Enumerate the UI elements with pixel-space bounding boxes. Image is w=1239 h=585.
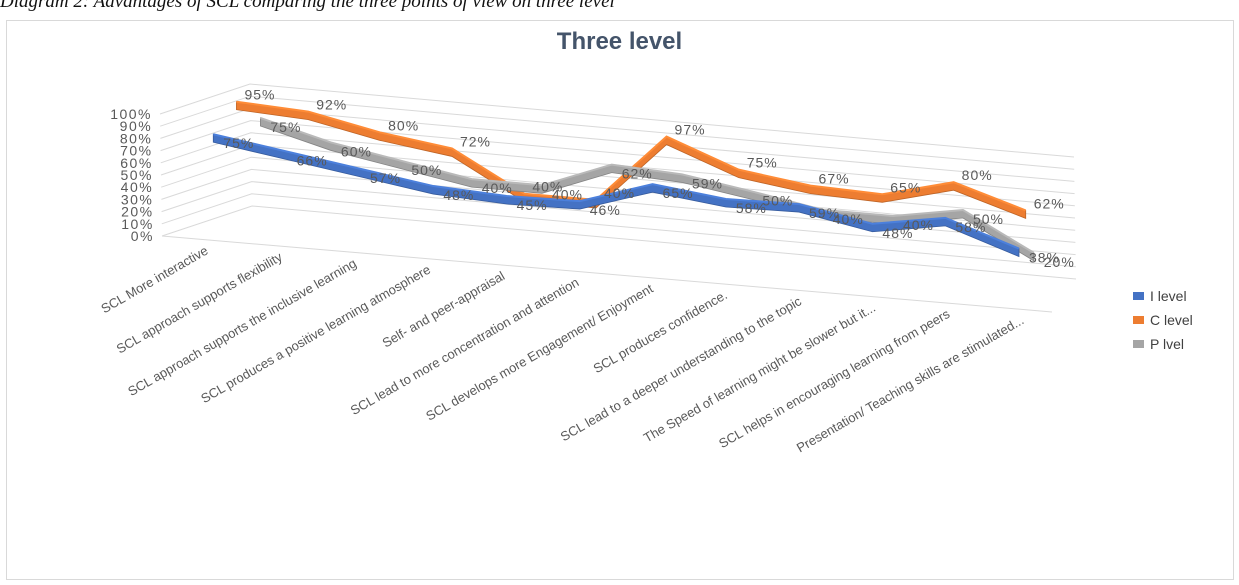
data-labels: 95%92%80%72%40% 40%97%75%67%65%80%62%75%6… <box>223 87 1075 270</box>
y-tick-label: 60% <box>120 155 153 171</box>
data-label: 46% <box>590 202 621 218</box>
data-label: 66% <box>297 153 328 169</box>
data-label: 65% <box>890 179 921 195</box>
data-label: 60% <box>341 143 372 159</box>
y-tick-label: 70% <box>120 143 153 159</box>
legend-swatch <box>1133 292 1144 300</box>
data-label: 59% <box>692 175 723 191</box>
data-label: 65% <box>663 185 694 201</box>
data-label: 40% <box>482 180 513 196</box>
y-tick-label: 30% <box>121 191 154 207</box>
legend-swatch <box>1133 316 1144 324</box>
y-tick-label: 100% <box>110 106 152 122</box>
y-tick-label: 90% <box>120 118 153 134</box>
gridline <box>161 181 1076 256</box>
data-label: 40% <box>604 185 635 201</box>
y-tick-label: 40% <box>121 179 154 195</box>
series-ribbon-top <box>213 133 1020 250</box>
legend-swatch <box>1133 340 1144 348</box>
gridline <box>159 83 1075 158</box>
data-label: 50% <box>973 211 1004 227</box>
y-tick-label: 0% <box>131 228 154 244</box>
data-label: 40% <box>903 217 934 233</box>
gridline <box>160 120 1075 195</box>
series-ribbon-top <box>260 117 1035 254</box>
data-label: 57% <box>370 170 401 186</box>
data-label: 45% <box>517 197 548 213</box>
legend-label: I level <box>1150 288 1187 304</box>
gridline <box>161 205 1077 280</box>
data-label: 48% <box>443 187 474 203</box>
data-label: 97% <box>675 122 706 138</box>
gridline <box>161 193 1076 268</box>
y-tick-label: 50% <box>120 167 153 183</box>
gridlines <box>159 83 1077 313</box>
gridline <box>160 95 1075 170</box>
data-label: 75% <box>747 155 778 171</box>
legend-label: C level <box>1150 312 1193 328</box>
data-label: 75% <box>270 119 301 135</box>
data-label: 75% <box>223 135 254 151</box>
legend-item: C level <box>1133 308 1193 332</box>
data-label: 59% <box>809 205 840 221</box>
data-label: 38% <box>1029 250 1060 266</box>
data-label: 72% <box>460 133 491 149</box>
data-label: 62% <box>1034 195 1065 211</box>
data-label: 67% <box>819 171 850 187</box>
data-label: 80% <box>388 117 419 133</box>
data-label: 40% <box>833 211 864 227</box>
data-label: 95% <box>244 87 275 103</box>
data-label: 62% <box>622 166 653 182</box>
y-axis-ticks: 100%90%80%70%60%50%40%30%20%10%0% <box>110 106 154 244</box>
gridline <box>161 168 1076 243</box>
data-label: 40% <box>552 186 583 202</box>
data-label: 92% <box>316 97 347 113</box>
chart-title: Three level <box>556 28 683 55</box>
x-category-label: SCL produces confidence. <box>591 287 730 376</box>
y-tick-label: 80% <box>120 130 153 146</box>
x-axis-line <box>161 235 1053 313</box>
chart-frame <box>6 20 1234 580</box>
x-category-label: SCL approach supports flexibility <box>114 249 285 357</box>
data-label: 40% <box>532 179 563 195</box>
gridline <box>160 132 1075 207</box>
y-tick-label: 20% <box>121 204 154 220</box>
legend: I level C level P lvel <box>1133 284 1193 356</box>
data-label: 48% <box>882 225 913 241</box>
data-label: 50% <box>411 162 442 178</box>
legend-item: P lvel <box>1133 332 1193 356</box>
figure-caption: Diagram 2: Advantages of SCL comparing t… <box>0 0 615 12</box>
data-label: 58% <box>955 219 986 235</box>
y-tick-label: 10% <box>121 216 154 232</box>
legend-label: P lvel <box>1150 336 1184 352</box>
data-label: 50% <box>762 193 793 209</box>
data-label: 80% <box>962 167 993 183</box>
data-label: 20% <box>1044 254 1075 270</box>
legend-item: I level <box>1133 284 1193 308</box>
series-ribbons <box>212 100 1035 262</box>
data-label: 58% <box>736 200 767 216</box>
